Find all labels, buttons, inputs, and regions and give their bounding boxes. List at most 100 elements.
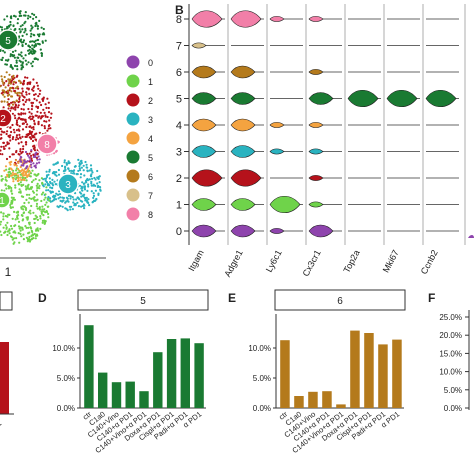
umap-point [41,98,44,101]
umap-point [1,49,5,52]
umap-point [7,173,11,176]
umap-point [33,119,36,122]
legend-item: 7 [126,188,153,202]
umap-point [3,231,6,234]
umap-point [49,127,52,130]
y-tick-label: 15.0% [439,349,462,358]
panel-letter-b: B [175,3,184,17]
violin-shape [269,122,285,128]
umap-point [31,230,34,234]
umap-point [9,65,12,68]
umap-point [6,89,9,92]
umap-point [19,232,22,235]
umap-point [49,190,52,193]
umap-cluster-label-2: 2 [0,108,13,128]
umap-point [31,40,34,43]
umap-point [7,78,10,81]
umap-point [15,237,18,240]
umap-point [77,169,80,172]
umap-point [84,160,87,164]
umap-point [89,164,93,167]
umap-point [44,39,47,42]
umap-point [13,114,16,117]
umap-point [13,54,16,57]
umap-point [11,153,14,156]
legend-dot [126,169,140,183]
umap-point [4,183,7,186]
violin-shape [269,16,285,22]
umap-point [57,173,61,176]
umap-point [8,147,11,150]
umap-point [37,122,40,125]
umap-point [4,176,7,179]
bar [180,338,190,408]
umap-point [27,61,30,64]
umap-point [28,111,31,114]
umap-point [36,152,39,155]
umap-point [11,123,14,127]
umap-point [49,186,52,189]
umap-point [27,174,30,177]
umap-point [18,100,21,103]
umap-point [23,22,26,25]
umap-point [83,188,87,191]
umap-point [38,187,41,190]
umap-point [37,172,40,176]
umap-point [2,226,5,229]
umap-point [37,95,40,98]
umap-point [74,203,77,206]
violin-shape [308,201,324,208]
umap-point [42,191,45,194]
umap-point [29,238,32,241]
umap-point [10,90,13,93]
umap-point [17,220,21,223]
umap-point [21,94,24,97]
umap-point [9,172,12,175]
umap-point [3,169,6,172]
violin-row-label: 1 [176,200,182,212]
umap-point [31,139,35,143]
umap-point [72,170,75,173]
umap-point [13,230,16,233]
umap-point [33,44,36,47]
umap-point [59,196,62,199]
umap-point [21,135,24,138]
umap-point [45,186,48,189]
umap-point [28,193,31,196]
umap-point [33,221,36,225]
umap-point [61,164,64,168]
umap-point [45,181,49,184]
umap-point [34,217,37,220]
umap-point [53,152,56,155]
umap-point [5,132,8,136]
umap-point [48,119,51,122]
umap-point [14,91,17,94]
umap-point [44,196,47,199]
violin-shape [386,89,418,108]
umap-point [26,76,29,79]
strip-box [77,289,209,311]
violin-shape [230,92,256,105]
umap-point [56,193,59,196]
umap-point [20,64,23,67]
umap-point [11,192,14,195]
umap-point [6,25,9,28]
umap-point [61,200,64,203]
bar [98,372,108,408]
umap-point [34,153,37,156]
umap-point [4,86,7,89]
umap-point [25,143,28,146]
panel-letter-e: E [228,291,236,305]
umap-point [31,237,34,240]
umap-point [29,15,32,19]
umap-point [30,157,33,160]
umap-point [11,201,14,204]
umap-point [31,190,35,193]
umap-point [41,205,44,208]
umap-point [18,28,21,31]
umap-point [0,230,2,233]
cluster-label-text: 2 [0,114,6,125]
umap-point [18,94,21,97]
umap-point [9,139,12,142]
umap-point [68,169,71,172]
